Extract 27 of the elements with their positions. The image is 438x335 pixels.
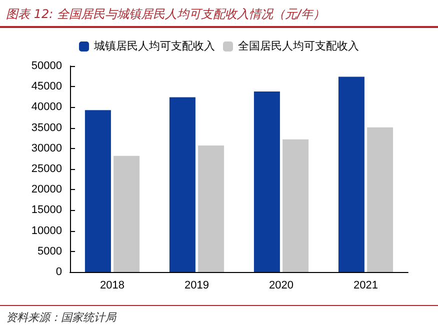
- x-tick-label: 2021: [354, 280, 378, 292]
- y-tick-label: 40000: [31, 101, 62, 114]
- y-tick-label: 0: [56, 266, 62, 278]
- legend-label: 全国居民人均可支配收入: [238, 40, 359, 52]
- legend-label: 城镇居民人均可支配收入: [93, 40, 215, 52]
- text: 资料来源：国家统计局: [6, 310, 116, 325]
- bar: [169, 97, 196, 272]
- bar: [338, 76, 364, 272]
- chart-title: 图表 12: 全国居民与城镇居民人均可支配收入情况（元/年）: [6, 6, 325, 23]
- y-tick-label: 30000: [31, 142, 62, 154]
- y-tick-label: 45000: [31, 80, 62, 93]
- bar: [254, 92, 280, 272]
- y-tick-label: 25000: [31, 163, 62, 175]
- bar: [282, 139, 309, 272]
- y-tick-label: 20000: [31, 184, 62, 196]
- bar: [84, 110, 111, 272]
- y-tick-label: 15000: [31, 204, 62, 216]
- bar: [114, 156, 140, 272]
- x-tick-label: 2018: [100, 280, 124, 292]
- y-tick-label: 5000: [38, 245, 62, 258]
- y-tick-label: 35000: [31, 122, 62, 134]
- y-tick-label: 10000: [31, 224, 62, 237]
- x-tick-label: 2020: [269, 280, 294, 292]
- bar: [198, 146, 224, 272]
- x-tick-label: 2019: [184, 280, 209, 292]
- y-tick-label: 50000: [31, 60, 62, 72]
- bar: [367, 127, 394, 272]
